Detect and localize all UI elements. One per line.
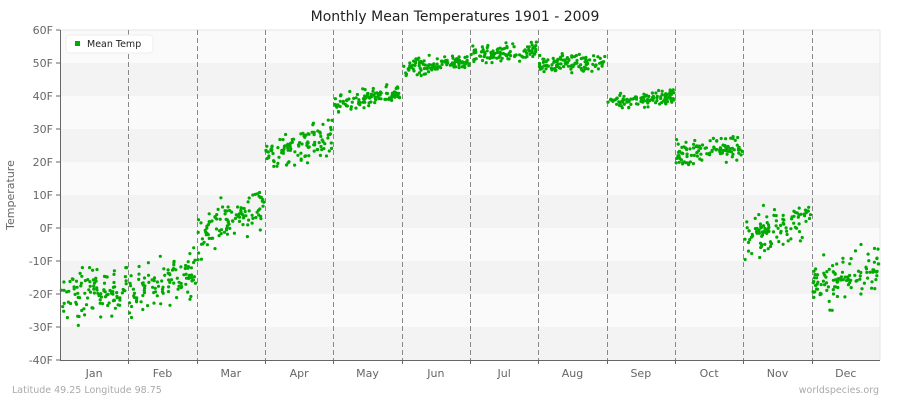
y-tick-label: -20F [29,288,53,301]
x-tick-label: Aug [562,367,583,380]
x-tick-label: Apr [290,367,310,380]
x-tick-label: Sep [630,367,651,380]
footer-coordinates: Latitude 49.25 Longitude 98.75 [12,385,162,396]
x-axis-ticks: Jan Feb Mar Apr May Jun Jul Aug Sep Oct Nov Dec [85,360,856,380]
y-tick-label: 60F [33,24,53,37]
x-tick-label: Feb [153,367,172,380]
x-tick-label: May [356,367,379,380]
y-tick-label: 10F [33,189,53,202]
month-separators [128,30,813,360]
y-axis-ticks: 60F 50F 40F 30F 20F 10F 0F -10F -20F -30F -40F [29,24,60,367]
y-tick-label: 20F [33,156,53,169]
y-tick-label: -30F [29,321,53,334]
y-axis-label: Temperature [4,160,17,231]
data-points [59,40,881,327]
legend: Mean Temp [65,34,154,54]
y-tick-label: -40F [29,354,53,367]
y-tick-label: -10F [29,255,53,268]
x-tick-label: Oct [700,367,720,380]
legend-swatch-icon [75,41,80,46]
y-tick-label: 40F [33,90,53,103]
x-tick-label: Dec [835,367,856,380]
x-tick-label: Nov [767,367,789,380]
x-tick-label: Jan [85,367,103,380]
legend-label: Mean Temp [87,39,141,50]
x-tick-label: Jul [497,367,511,380]
y-tick-label: 0F [40,222,53,235]
x-tick-label: Mar [220,367,241,380]
chart-title: Monthly Mean Temperatures 1901 - 2009 [311,9,600,25]
y-tick-label: 30F [33,123,53,136]
footer-source: worldspecies.org [799,385,879,396]
x-tick-label: Jun [426,367,444,380]
legend-box [65,34,154,54]
y-tick-label: 50F [33,57,53,70]
